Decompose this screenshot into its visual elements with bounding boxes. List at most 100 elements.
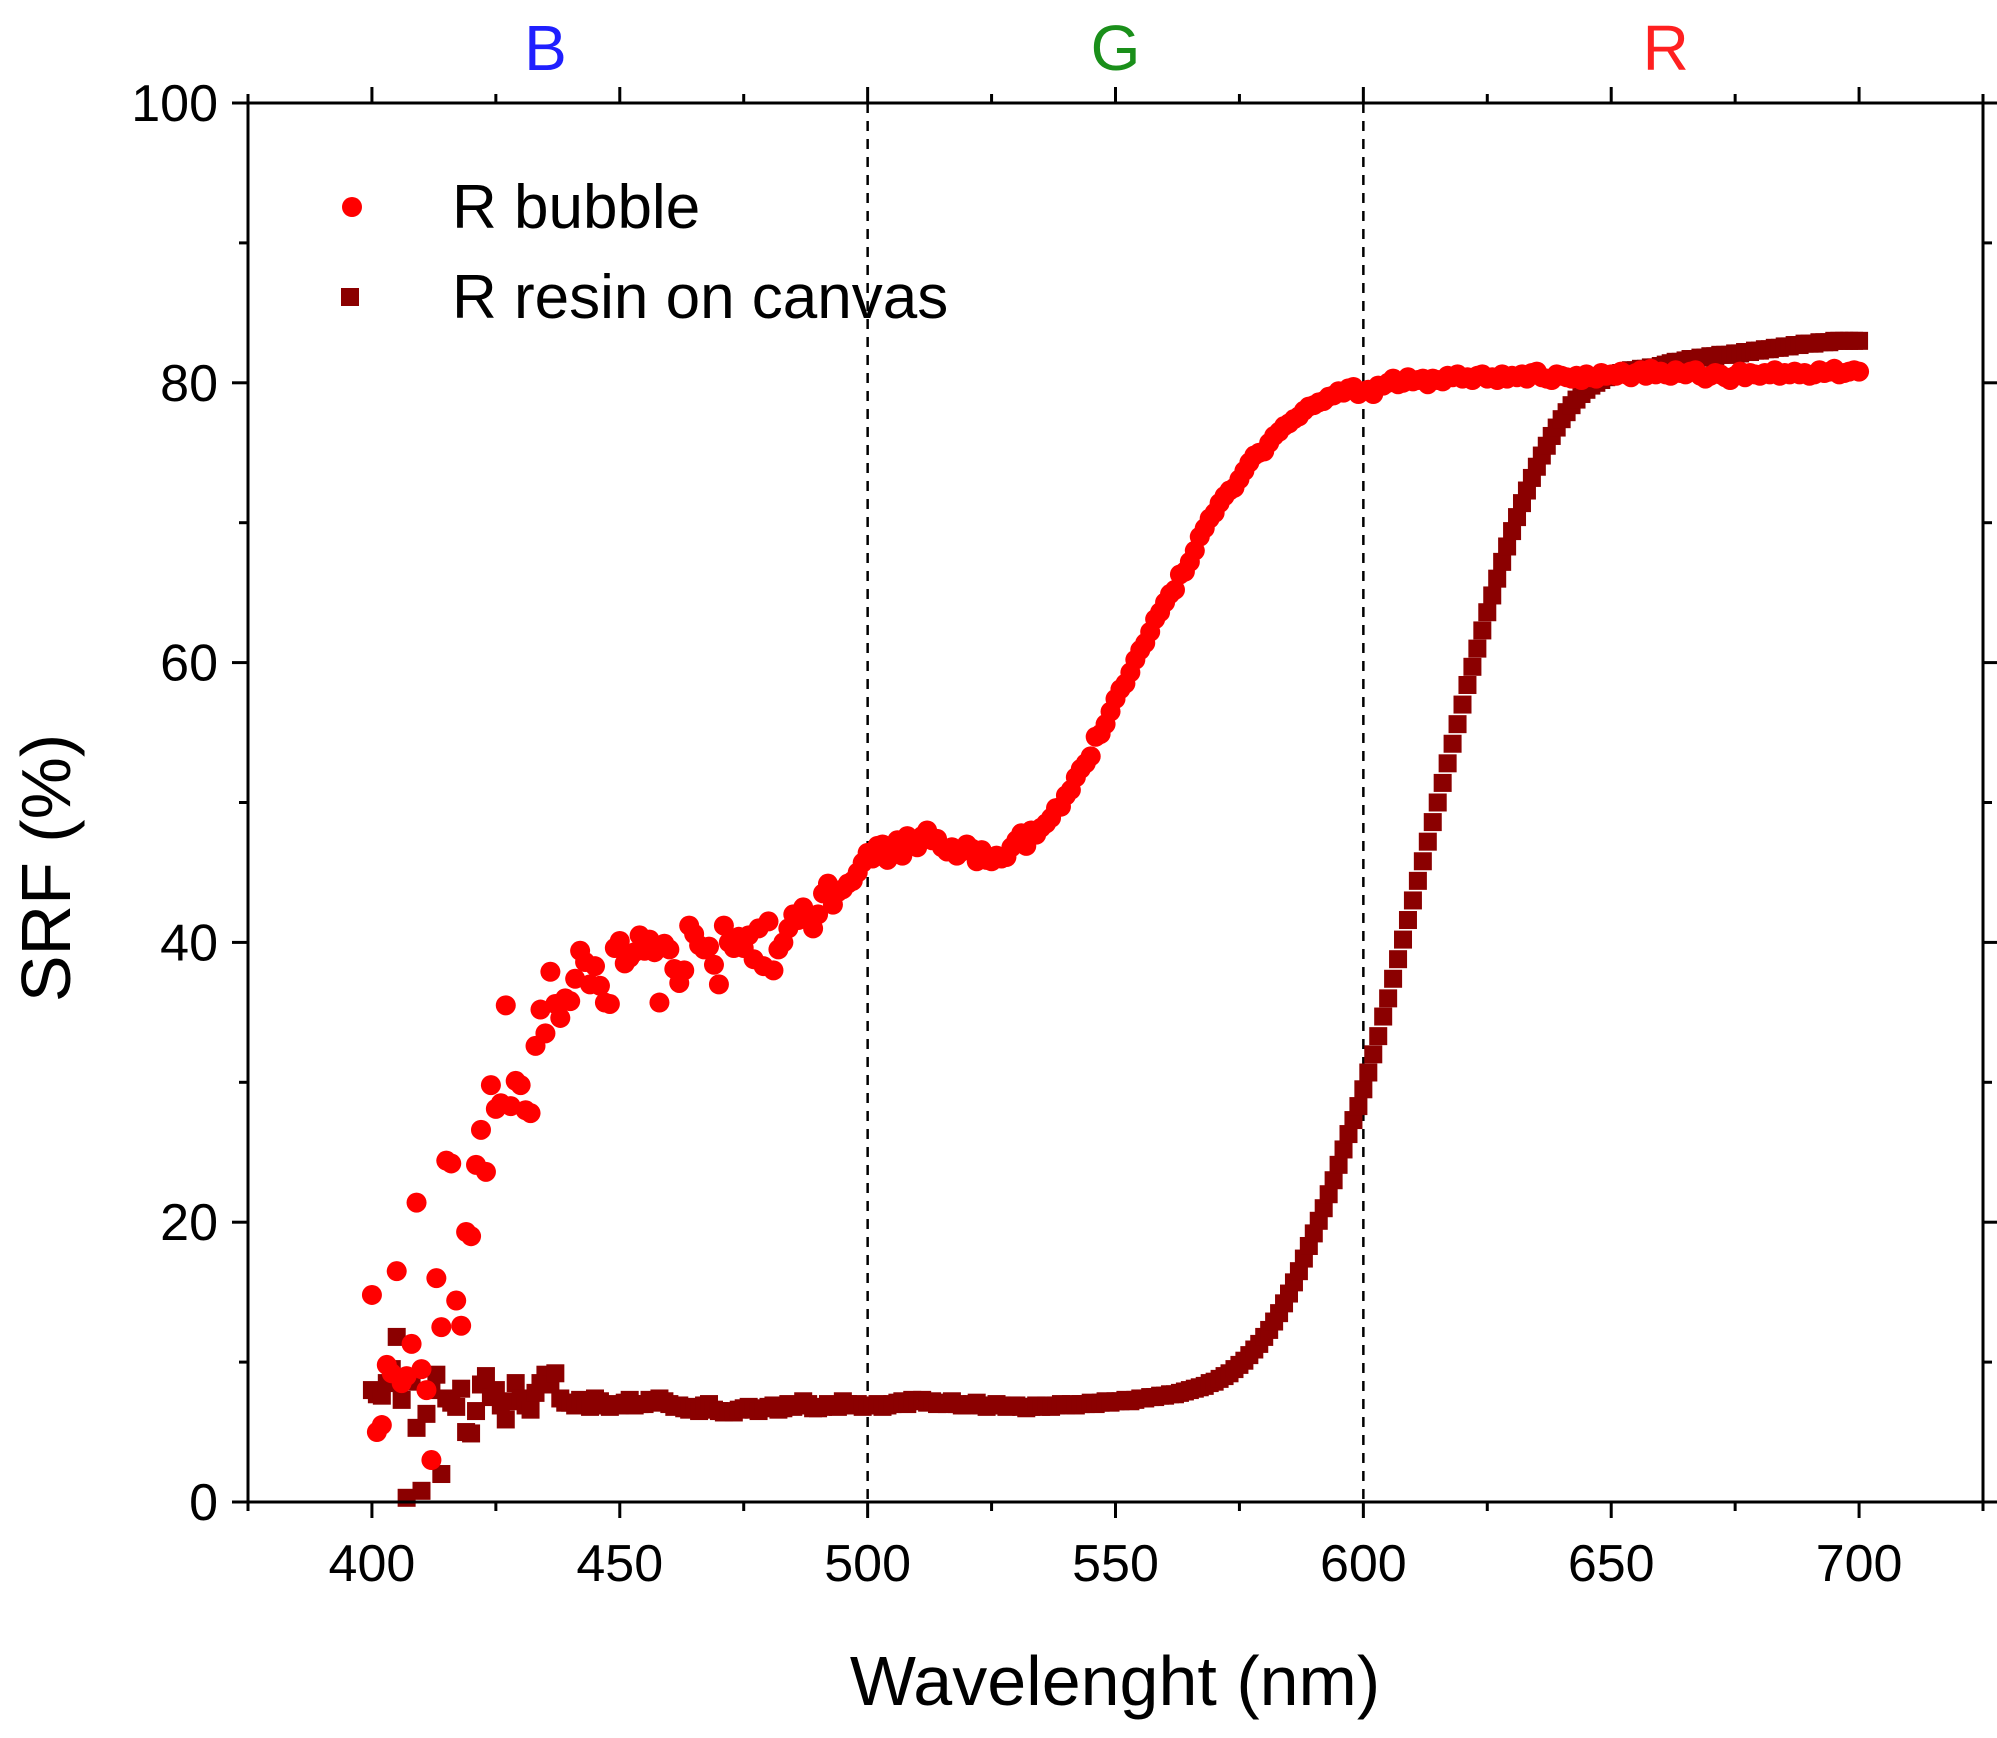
data-point-square <box>1423 813 1442 832</box>
data-point-circle <box>401 1333 422 1354</box>
data-point-square <box>1418 832 1437 851</box>
data-point-circle <box>441 1153 462 1174</box>
x-axis-label: Wavelenght (nm) <box>850 1642 1380 1720</box>
data-point-square <box>432 1465 451 1484</box>
data-point-square <box>1324 1171 1343 1190</box>
data-point-circle <box>495 995 516 1016</box>
data-point-square <box>1354 1080 1373 1099</box>
data-point-circle <box>599 993 620 1014</box>
data-point-square <box>1498 537 1517 556</box>
data-point-circle <box>649 992 670 1013</box>
data-point-circle <box>1849 361 1870 382</box>
data-point-circle <box>371 1415 392 1436</box>
band-label-r: R <box>1643 12 1689 84</box>
y-tick-label: 100 <box>131 75 218 133</box>
data-point-square <box>1468 639 1487 658</box>
data-point-circle <box>361 1284 382 1305</box>
data-point-square <box>1314 1199 1333 1218</box>
legend: R bubble R resin on canvas <box>341 173 948 332</box>
data-point-square <box>1319 1185 1338 1204</box>
data-point-circle <box>1080 746 1101 767</box>
data-point-square <box>1379 989 1398 1008</box>
data-point-square <box>1394 930 1413 949</box>
data-point-square <box>1483 586 1502 605</box>
data-point-square <box>1349 1097 1368 1116</box>
data-point-circle <box>758 911 779 932</box>
data-point-circle <box>699 936 720 957</box>
data-point-square <box>1433 773 1452 792</box>
data-point-square <box>392 1390 411 1409</box>
legend-label-r-bubble: R bubble <box>452 173 700 242</box>
data-point-square <box>1508 508 1527 527</box>
data-point-square <box>1850 331 1869 350</box>
legend-marker-r-bubble <box>342 197 362 217</box>
data-point-square <box>1364 1045 1383 1064</box>
data-point-square <box>1408 871 1427 890</box>
data-point-square <box>1344 1111 1363 1130</box>
data-point-square <box>1374 1007 1393 1026</box>
data-point-circle <box>396 1366 417 1387</box>
series-r-bubble <box>361 358 1870 1471</box>
data-point-square <box>486 1381 505 1400</box>
data-point-square <box>462 1424 481 1443</box>
data-point-circle <box>421 1450 442 1471</box>
data-point-square <box>1438 754 1457 773</box>
data-point-circle <box>540 961 561 982</box>
data-point-circle <box>510 1075 531 1096</box>
y-tick-label: 80 <box>160 355 218 413</box>
series-layer <box>361 331 1870 1507</box>
data-point-circle <box>520 1103 541 1124</box>
y-tick-label: 0 <box>189 1474 218 1532</box>
data-point-circle <box>446 1290 467 1311</box>
data-point-circle <box>406 1192 427 1213</box>
data-point-square <box>1463 657 1482 676</box>
data-point-square <box>521 1400 540 1419</box>
data-point-circle <box>703 954 724 975</box>
y-tick-label: 40 <box>160 914 218 972</box>
data-point-square <box>407 1418 426 1437</box>
data-point-circle <box>411 1359 432 1380</box>
x-tick-label: 550 <box>1072 1535 1159 1593</box>
data-point-circle <box>426 1268 447 1289</box>
data-point-circle <box>480 1075 501 1096</box>
data-point-circle <box>609 931 630 952</box>
data-point-circle <box>1164 579 1185 600</box>
data-point-square <box>1458 675 1477 694</box>
data-point-circle <box>470 1119 491 1140</box>
data-point-square <box>412 1481 431 1500</box>
data-point-square <box>1398 911 1417 930</box>
x-tick-label: 450 <box>576 1535 663 1593</box>
data-point-circle <box>386 1261 407 1282</box>
data-point-circle <box>708 974 729 995</box>
data-point-square <box>1488 569 1507 588</box>
data-point-square <box>496 1410 515 1429</box>
data-point-circle <box>431 1317 452 1338</box>
data-point-square <box>1448 715 1467 734</box>
y-tick-label: 60 <box>160 635 218 693</box>
data-point-circle <box>763 960 784 981</box>
data-point-circle <box>461 1226 482 1247</box>
data-point-circle <box>589 975 610 996</box>
x-tick-label: 600 <box>1320 1535 1407 1593</box>
data-point-square <box>1329 1155 1348 1174</box>
data-point-circle <box>475 1161 496 1182</box>
data-point-square <box>1478 603 1497 622</box>
y-tick-label: 20 <box>160 1194 218 1252</box>
legend-label-r-resin-on-canvas: R resin on canvas <box>452 263 948 332</box>
data-point-circle <box>808 904 829 925</box>
data-point-square <box>476 1367 495 1386</box>
data-point-square <box>1413 852 1432 871</box>
band-label-b: B <box>524 12 567 84</box>
y-axis: 0 20 40 60 80 100 <box>131 75 1997 1532</box>
data-point-circle <box>674 960 695 981</box>
data-point-square <box>1473 621 1492 640</box>
data-point-square <box>1503 522 1522 541</box>
data-point-circle <box>585 956 605 977</box>
x-tick-label: 650 <box>1568 1535 1655 1593</box>
x-tick-label: 700 <box>1816 1535 1903 1593</box>
data-point-circle <box>416 1380 437 1401</box>
data-point-square <box>467 1402 486 1421</box>
data-point-circle <box>535 1023 556 1044</box>
